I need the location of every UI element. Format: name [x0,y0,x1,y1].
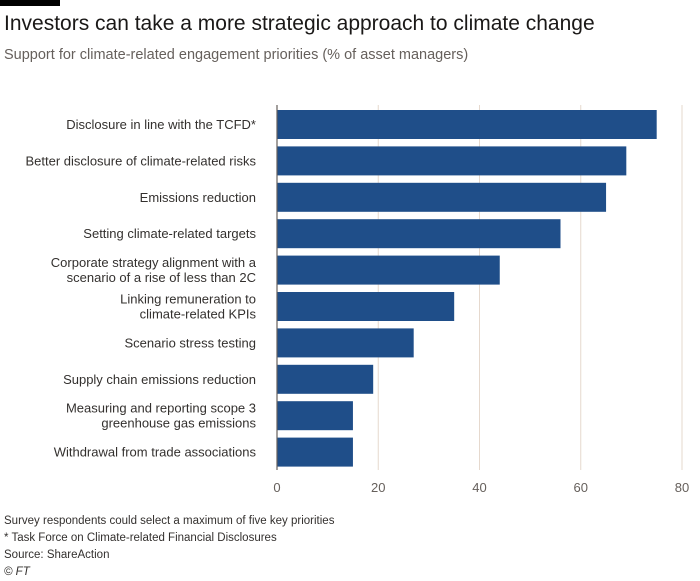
category-label: Setting climate-related targets [83,226,256,241]
bar-1 [277,146,627,176]
footnotes: Survey respondents could select a maximu… [4,513,334,581]
x-tick-label: 40 [472,480,486,495]
category-label: Better disclosure of climate-related ris… [26,153,257,168]
bar-6 [277,328,414,358]
bar-0 [277,110,657,139]
category-label: Linking remuneration to [120,292,256,307]
bar-5 [277,292,455,321]
bar-3 [277,219,561,249]
bar-2 [277,182,607,212]
chart-subtitle: Support for climate-related engagement p… [4,47,469,63]
x-tick-label: 80 [675,480,689,495]
category-label: Scenario stress testing [124,335,256,350]
x-tick-label: 60 [574,480,588,495]
category-label: Corporate strategy alignment with a [51,255,257,270]
category-label: Emissions reduction [140,190,256,205]
bar-7 [277,364,374,394]
category-label: climate-related KPIs [140,307,257,322]
bar-9 [277,437,353,467]
category-label: Measuring and reporting scope 3 [66,401,256,416]
category-label: Withdrawal from trade associations [54,445,257,460]
category-label: Supply chain emissions reduction [63,372,256,387]
source-note: Source: ShareAction [4,549,110,561]
tcfd-footnote: * Task Force on Climate-related Financia… [4,532,277,544]
bar-8 [277,401,353,431]
category-label: Disclosure in line with the TCFD* [66,117,256,132]
bar-chart: Disclosure in line with the TCFD* Better … [26,105,689,495]
bar-4 [277,255,500,285]
ft-credit: © FT [4,566,30,578]
x-tick-label: 0 [273,480,280,495]
ft-top-bar [0,0,60,6]
x-tick-label: 20 [371,480,385,495]
survey-note: Survey respondents could select a maximu… [4,515,335,527]
chart-title: Investors can take a more strategic appr… [4,12,595,35]
category-label: scenario of a rise of less than 2C [67,270,256,285]
category-label: greenhouse gas emissions [101,416,256,431]
